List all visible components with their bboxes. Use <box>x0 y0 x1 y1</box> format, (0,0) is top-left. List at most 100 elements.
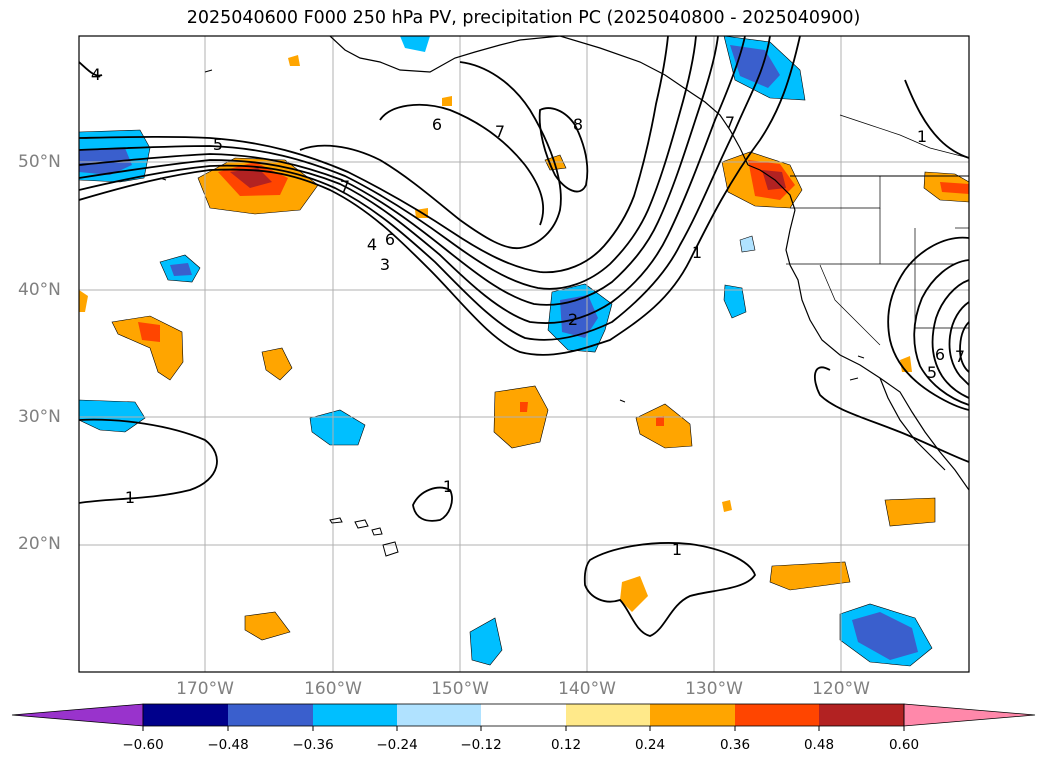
contour-label: 2 <box>568 310 578 329</box>
contour-line <box>379 103 544 226</box>
alaska-panhandle-coast <box>559 36 749 166</box>
contour-label: 1 <box>125 488 135 507</box>
precip-blob <box>288 55 300 66</box>
alaska-coast <box>329 36 561 73</box>
precip-blob <box>111 315 184 381</box>
colorbar-tick-label: 0.60 <box>888 737 920 753</box>
contour-label: 1 <box>692 243 702 262</box>
contour-line <box>79 61 103 77</box>
precip-blob <box>230 168 272 188</box>
contour-label: 6 <box>385 230 395 249</box>
contour-label: 7 <box>340 177 350 196</box>
precip-blob <box>730 45 780 88</box>
contour-line <box>79 36 719 306</box>
contour-label: 5 <box>213 135 223 154</box>
pv-contours <box>79 36 969 637</box>
contour-label: 1 <box>443 477 453 496</box>
precip-blob <box>620 576 648 612</box>
lon-label-150w: 150°W <box>431 679 489 699</box>
map-title: 2025040600 F000 250 hPa PV, precipitatio… <box>186 8 861 28</box>
precip-blob <box>900 356 912 372</box>
colorbar-frame <box>142 703 905 727</box>
contour-line <box>299 61 562 250</box>
contour-label: 6 <box>935 345 945 364</box>
precip-blob <box>723 284 747 319</box>
precip-blob <box>769 561 851 591</box>
contour-label: 1 <box>672 540 682 559</box>
colorbar-tick-label: 0.48 <box>803 737 835 753</box>
state-border <box>819 264 881 346</box>
colorbar-segment <box>819 704 904 726</box>
precip-blob <box>722 500 732 512</box>
contour-line <box>79 36 801 356</box>
precip-blob <box>138 322 160 342</box>
precip-blob <box>852 612 918 660</box>
lon-label-120w: 120°W <box>812 679 870 699</box>
precip-blob <box>940 182 969 194</box>
lat-label-40n: 40°N <box>18 280 61 300</box>
lat-label-50n: 50°N <box>18 152 61 172</box>
bc-coast <box>747 164 796 211</box>
precip-blob <box>469 617 503 666</box>
colorbar-tick-label: −0.24 <box>376 737 418 753</box>
colorbar-segment <box>481 704 566 726</box>
precip-blob <box>170 263 192 276</box>
contour-line <box>79 36 746 324</box>
contour-label: 6 <box>432 115 442 134</box>
colorbar-segment <box>143 704 228 726</box>
contour-line <box>904 79 969 159</box>
contour-label: 5 <box>927 363 937 382</box>
colorbar-tick-label: −0.12 <box>460 737 502 753</box>
contour-label: 1 <box>917 127 927 146</box>
contour-label: 4 <box>367 235 377 254</box>
colorbar-segment <box>566 704 650 726</box>
lat-label-20n: 20°N <box>18 534 61 554</box>
contour-label: 4 <box>91 65 101 84</box>
contour-label: 7 <box>495 122 505 141</box>
contour-line <box>79 418 218 504</box>
precip-blob <box>79 399 146 433</box>
precip-blob <box>309 409 366 446</box>
baja-coast <box>879 377 946 471</box>
colorbar-tick-label: 0.24 <box>634 737 666 753</box>
precip-blob <box>739 235 756 253</box>
colorbar-segment <box>397 704 481 726</box>
colorbar-extend-low <box>11 703 144 727</box>
contour-label: 7 <box>725 113 735 132</box>
precip-blob <box>520 402 528 412</box>
contour-line <box>913 259 969 406</box>
colorbar-tick-label: −0.60 <box>122 737 164 753</box>
colorbar-segment <box>650 704 735 726</box>
contour-line <box>412 486 453 522</box>
precip-blob <box>560 295 598 338</box>
precip-blob <box>442 96 452 106</box>
contour-line <box>948 301 969 386</box>
colorbar-segment <box>228 704 313 726</box>
contour-labels: 5 7 6 7 8 7 6 4 3 2 1 1 1 1 1 6 5 7 4 <box>91 65 965 559</box>
contour-line <box>887 236 969 411</box>
precip-blob <box>400 36 430 52</box>
contour-line <box>959 321 969 373</box>
colorbar-tick-label: −0.36 <box>292 737 334 753</box>
lon-label-160w: 160°W <box>304 679 362 699</box>
map-area: 5 7 6 7 8 7 6 4 3 2 1 1 1 1 1 6 5 7 4 <box>79 36 969 672</box>
contour-label: 7 <box>955 347 965 366</box>
contour-line <box>79 36 771 341</box>
colorbar-tick-label: −0.48 <box>207 737 249 753</box>
precip-blob <box>884 497 936 527</box>
colorbar-segment <box>735 704 819 726</box>
colorbar-segment <box>313 704 397 726</box>
state-border <box>914 228 969 329</box>
contour-line <box>931 279 969 399</box>
contour-line <box>79 36 669 274</box>
canada-border <box>839 114 969 159</box>
lon-label-170w: 170°W <box>176 679 234 699</box>
precip-blob <box>79 290 88 312</box>
precip-blob <box>244 611 291 641</box>
lon-label-140w: 140°W <box>558 679 616 699</box>
colorbar-tick-label: 0.36 <box>719 737 751 753</box>
colorbar-extend-high <box>903 703 1036 727</box>
state-border <box>790 176 881 209</box>
contour-line <box>538 107 589 193</box>
